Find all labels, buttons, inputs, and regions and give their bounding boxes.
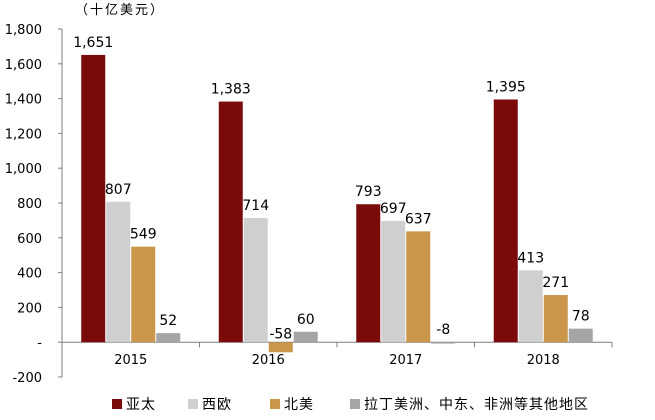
y-tick-label: 400 — [17, 267, 42, 282]
bar — [431, 342, 456, 344]
data-label: 1,395 — [486, 79, 526, 95]
y-tick-label: 600 — [17, 232, 42, 247]
y-tick-label: - — [37, 336, 42, 351]
bar — [81, 54, 106, 343]
legend-swatch — [188, 399, 198, 409]
bar — [493, 99, 518, 343]
bars — [81, 54, 593, 353]
bar — [518, 270, 543, 343]
bar — [293, 331, 318, 343]
y-tick-label: -200 — [12, 371, 42, 386]
data-label: 52 — [159, 313, 177, 329]
data-label: 697 — [380, 201, 407, 217]
bar — [106, 201, 131, 343]
bar — [568, 328, 593, 343]
legend-swatch — [112, 399, 122, 409]
data-label: 271 — [542, 275, 569, 291]
data-label: 549 — [130, 227, 157, 243]
legend-label: 拉丁美洲、中东、非洲等其他地区 — [364, 396, 589, 413]
bar — [268, 342, 293, 353]
data-label: -8 — [436, 322, 450, 338]
data-label: 714 — [242, 198, 269, 214]
y-tick-label: 1,000 — [5, 162, 42, 177]
data-label: 60 — [297, 312, 315, 328]
data-label: 1,383 — [211, 82, 251, 98]
y-tick-label: 1,200 — [5, 127, 42, 142]
category-label: 2015 — [114, 353, 147, 368]
y-tick-label: 1,600 — [5, 58, 42, 73]
bar — [543, 295, 568, 343]
data-label: 807 — [105, 182, 132, 198]
y-axis: -200-2004006008001,0001,2001,4001,6001,8… — [5, 23, 63, 386]
data-label: 793 — [355, 184, 382, 200]
y-tick-label: 1,400 — [5, 93, 42, 108]
data-label: 637 — [405, 211, 432, 227]
bar — [356, 204, 381, 343]
bar — [381, 220, 406, 343]
data-label: 413 — [517, 250, 544, 266]
bar — [218, 101, 243, 343]
bar — [243, 217, 268, 343]
y-tick-label: 1,800 — [5, 23, 42, 38]
category-label: 2018 — [527, 353, 560, 368]
y-tick-label: 800 — [17, 197, 42, 212]
category-label: 2017 — [389, 353, 422, 368]
data-label: -58 — [269, 326, 292, 342]
bar — [156, 333, 181, 343]
category-label: 2016 — [252, 353, 285, 368]
legend-label: 北美 — [284, 397, 314, 413]
unit-label: （十亿美元） — [75, 3, 165, 18]
data-label: 1,651 — [73, 35, 113, 51]
y-tick-label: 200 — [17, 301, 42, 316]
legend-label: 亚太 — [126, 397, 156, 413]
legend-swatch — [350, 399, 360, 409]
bar — [131, 246, 156, 343]
bar — [406, 231, 431, 343]
legend-swatch — [270, 399, 280, 409]
legend: 亚太 西欧 北美 拉丁美洲、中东、非洲等其他地区 — [112, 396, 589, 413]
data-label: 78 — [572, 309, 590, 325]
x-axis: 2015 2016 2017 2018 — [61, 341, 613, 368]
legend-label: 西欧 — [202, 397, 232, 413]
